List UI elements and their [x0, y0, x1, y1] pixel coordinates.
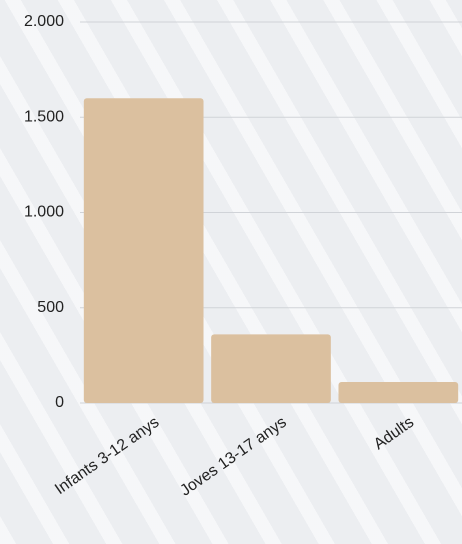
bar [338, 382, 459, 403]
y-tick-label: 500 [37, 299, 64, 316]
y-tick-label: 1.000 [24, 204, 64, 221]
y-tick-label: 1.500 [24, 108, 64, 125]
x-tick-label: Joves 13-17 anys [177, 414, 289, 500]
x-tick-label: Infants 3-12 anys [52, 414, 162, 498]
y-tick-label: 0 [55, 394, 64, 411]
x-tick-label: Adults [371, 414, 417, 453]
y-tick-label: 2.000 [24, 13, 64, 30]
bar [211, 334, 331, 403]
bar [83, 98, 204, 403]
